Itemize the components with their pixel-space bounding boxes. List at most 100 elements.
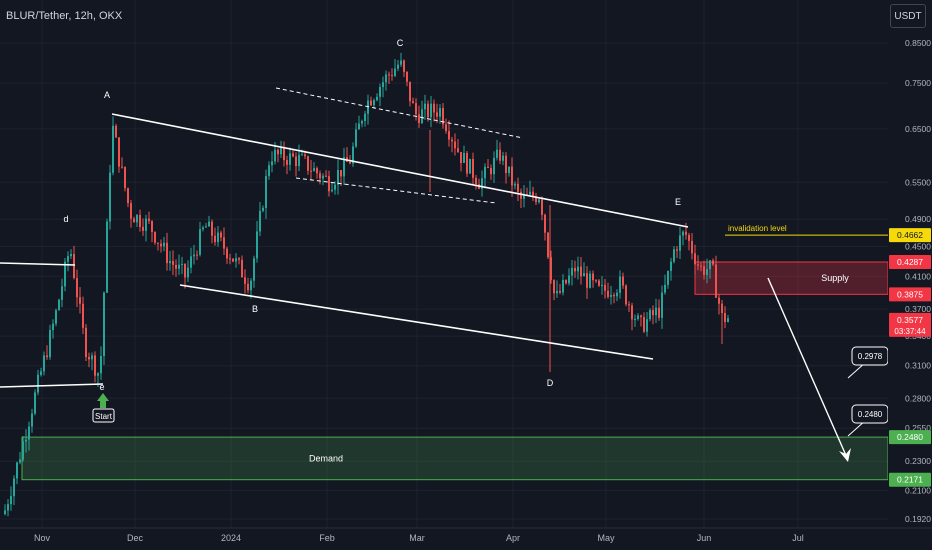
candle-body (40, 371, 42, 375)
candle-body (295, 156, 297, 167)
candle-body (115, 125, 117, 138)
candle-body (457, 148, 459, 152)
price-tick: 0.3100 (905, 361, 931, 371)
candle-body (502, 155, 504, 161)
candle-body (325, 175, 327, 177)
candle-body (724, 312, 726, 322)
candle-body (565, 279, 567, 284)
candle-body (691, 240, 693, 254)
candle-body (625, 285, 627, 305)
candle-body (145, 218, 147, 231)
candle-body (196, 254, 198, 256)
candle-body (373, 100, 375, 106)
price-tick: 0.2800 (905, 393, 931, 403)
candle-body (340, 170, 342, 177)
time-tick: Jul (792, 533, 804, 543)
candle-body (472, 158, 474, 178)
candle-body (283, 147, 285, 161)
candle-body (82, 303, 84, 328)
price-tag-label: 0.2171 (897, 475, 923, 485)
candle-body (547, 232, 549, 258)
supply-zone (694, 261, 889, 295)
candle-body (592, 273, 594, 281)
left-lower-line (0, 383, 104, 388)
wave-label-e: e (99, 382, 104, 392)
candle-body (280, 147, 282, 155)
candle-body (637, 315, 639, 319)
candle-body (628, 304, 630, 306)
candle-body (37, 374, 39, 393)
candle-body (610, 294, 612, 297)
candle-body (112, 125, 114, 173)
candle-body (202, 227, 204, 230)
price-tag (889, 430, 931, 445)
grid (0, 0, 888, 528)
candle-body (490, 167, 492, 175)
candle-body (505, 155, 507, 174)
candle-body (466, 153, 468, 174)
candle-body (19, 459, 21, 463)
candle-body (394, 68, 396, 76)
candle-body (376, 96, 378, 101)
candle-body (589, 273, 591, 288)
candle-body (598, 280, 600, 286)
countdown-label: 03:37:44 (894, 327, 926, 336)
upper-channel-line (111, 113, 689, 228)
candle-body (556, 290, 558, 294)
projection-arrow-line (767, 277, 849, 461)
candle-body (679, 235, 681, 251)
candle-body (256, 231, 258, 259)
candle-body (667, 270, 669, 285)
candle-body (271, 161, 273, 166)
candle-body (244, 277, 246, 284)
price-tick: 0.5500 (905, 177, 931, 187)
price-axis[interactable]: 0.8500 0.7500 0.6500 0.5500 0.4900 0.4500 0.41… (888, 0, 932, 550)
current-price-tag (889, 312, 931, 337)
candle-body (343, 157, 345, 177)
time-axis[interactable]: Nov Dec 2024 Feb Mar Apr May Jun Jul (0, 527, 932, 543)
wave-label-E: E (675, 197, 681, 207)
candle-body (163, 242, 165, 247)
candle-body (541, 199, 543, 215)
price-tag-label: 0.4662 (897, 230, 923, 240)
candle-body (451, 139, 453, 142)
lower-channel-line (179, 284, 654, 360)
candle-body (574, 267, 576, 272)
start-box (92, 408, 115, 423)
start-label: Start (95, 412, 113, 421)
candle-body (529, 191, 531, 195)
time-tick: Jun (697, 533, 712, 543)
target-label: 0.2480 (858, 410, 883, 419)
candle-body (100, 356, 102, 374)
price-tick: 0.3700 (905, 304, 931, 314)
price-tag (889, 254, 931, 269)
currency-button[interactable]: USDT (890, 4, 926, 28)
candle-body (715, 264, 717, 298)
candle-body (436, 112, 438, 117)
candle-body (199, 229, 201, 255)
candle-body (259, 210, 261, 232)
demand-label: Demand (309, 453, 343, 463)
price-tick: 0.1920 (905, 514, 931, 524)
candle-body (241, 259, 243, 278)
candle-body (124, 167, 126, 189)
candle-body (97, 373, 99, 376)
candle-body (643, 317, 645, 332)
candle-body (361, 120, 363, 124)
candle-body (88, 357, 90, 360)
candle-body (433, 103, 435, 113)
candle-body (304, 154, 306, 157)
candle-body (604, 284, 606, 291)
candle-body (352, 146, 354, 164)
candle-body (520, 191, 522, 199)
candle-body (64, 261, 66, 287)
candle-body (499, 149, 501, 161)
candle-body (61, 286, 63, 300)
price-tag-label: 0.3875 (897, 289, 923, 299)
candle-body (307, 156, 309, 171)
candle-body (559, 290, 561, 293)
target-label: 0.2978 (858, 352, 883, 361)
zones: Supply Demand invalidation level (21, 224, 889, 481)
candle-body (640, 315, 642, 318)
